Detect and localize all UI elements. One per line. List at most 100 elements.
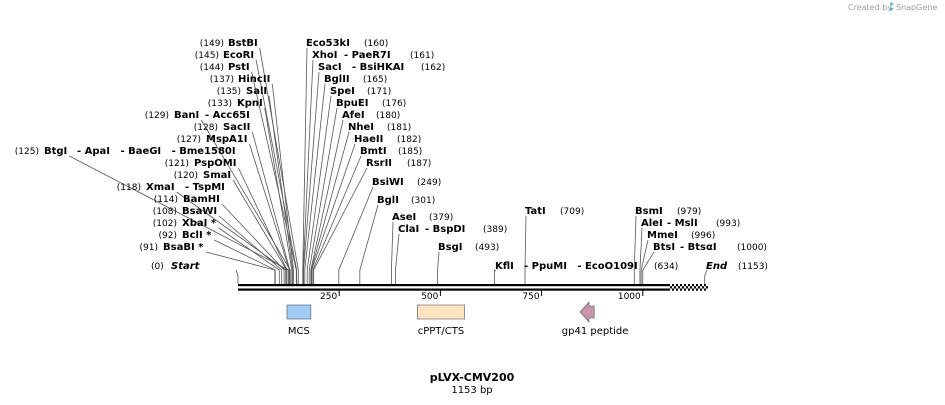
site-label[interactable]: (91) BsaBI * bbox=[140, 242, 205, 253]
site-connector bbox=[312, 155, 362, 284]
svg-text:BpuEI: BpuEI bbox=[336, 98, 368, 109]
svg-text:BanI: BanI bbox=[174, 110, 199, 121]
svg-text:(125): (125) bbox=[15, 147, 39, 157]
site-label[interactable]: SacI - BsiHKAI (162) bbox=[318, 62, 445, 73]
site-label[interactable]: (149) BstBI bbox=[200, 38, 258, 49]
site-label[interactable]: SpeI (171) bbox=[330, 86, 391, 97]
site-label[interactable]: (118) XmaI - TspMI bbox=[117, 182, 225, 193]
site-label[interactable]: HaeII (182) bbox=[354, 134, 421, 145]
site-label[interactable]: Eco53kI (160) bbox=[306, 38, 388, 49]
site-connector bbox=[639, 227, 643, 284]
svg-text:BtsI: BtsI bbox=[653, 242, 675, 253]
svg-text:BsaBI *: BsaBI * bbox=[163, 242, 204, 253]
site-label[interactable]: (102) XbaI * bbox=[153, 218, 217, 229]
site-label[interactable]: (121) PspOMI bbox=[165, 158, 237, 169]
svg-text:SpeI: SpeI bbox=[330, 86, 355, 97]
svg-text:(160): (160) bbox=[364, 39, 388, 49]
site-label[interactable]: (129) BanI - Acc65I bbox=[145, 110, 250, 121]
site-label[interactable]: RsrII (187) bbox=[366, 158, 431, 169]
site-label[interactable]: MmeI (996) bbox=[647, 230, 715, 241]
svg-text:(137): (137) bbox=[210, 75, 234, 85]
site-label[interactable]: AseI (379) bbox=[392, 212, 453, 223]
site-connector bbox=[176, 191, 287, 284]
svg-text:BsgI: BsgI bbox=[438, 242, 462, 253]
svg-text:(135): (135) bbox=[217, 87, 241, 97]
svg-text:(709): (709) bbox=[560, 207, 584, 217]
site-connector bbox=[633, 215, 637, 284]
feature-gp41-peptide[interactable]: gp41 peptide bbox=[562, 301, 629, 337]
site-label[interactable]: AfeI (180) bbox=[342, 110, 400, 121]
svg-text:(185): (185) bbox=[398, 147, 422, 157]
site-label[interactable]: BtsI - BtsαI (1000) bbox=[653, 242, 767, 253]
svg-text:(91): (91) bbox=[140, 243, 158, 253]
svg-text:(993): (993) bbox=[716, 219, 740, 229]
ruler-tick-label: 750 bbox=[522, 292, 539, 302]
site-label[interactable]: (128) SacII bbox=[194, 122, 251, 133]
site-label[interactable]: BsiWI (249) bbox=[372, 177, 441, 188]
site-label[interactable]: (108) BsaWI bbox=[153, 206, 217, 217]
plasmid-name: pLVX-CMV200 bbox=[430, 371, 515, 384]
svg-text:- ApaI - BaeGI - Bme1580I: - ApaI - BaeGI - Bme1580I bbox=[77, 146, 236, 157]
svg-text:gp41 peptide: gp41 peptide bbox=[562, 326, 629, 337]
ruler-tick-label: 250 bbox=[320, 292, 337, 302]
site-label[interactable]: BsgI (493) bbox=[438, 242, 499, 253]
svg-text:cPPT/CTS: cPPT/CTS bbox=[418, 326, 464, 337]
svg-text:(108): (108) bbox=[153, 207, 177, 217]
site-label[interactable]: (133) KpnI bbox=[208, 98, 263, 109]
svg-text:Eco53kI: Eco53kI bbox=[306, 38, 350, 49]
site-label[interactable]: BglII (165) bbox=[324, 74, 387, 85]
svg-text:EcoRI: EcoRI bbox=[223, 50, 254, 61]
ruler: 250 500 750 1000 bbox=[320, 290, 644, 302]
site-connector bbox=[271, 83, 294, 284]
site-label[interactable]: XhoI - PaeR7I (161) bbox=[312, 50, 434, 61]
svg-text:- PaeR7I: - PaeR7I bbox=[344, 50, 391, 61]
site-label[interactable]: AleI - MslI (993) bbox=[641, 218, 740, 229]
svg-text:KflI: KflI bbox=[495, 261, 514, 272]
svg-text:End: End bbox=[706, 261, 728, 272]
site-label[interactable]: (135) SalI bbox=[217, 86, 267, 97]
site-label[interactable]: (145) EcoRI bbox=[195, 50, 254, 61]
ruler-tick-label: 500 bbox=[421, 292, 438, 302]
site-label[interactable]: TatI (709) bbox=[525, 206, 584, 217]
svg-text:(1153): (1153) bbox=[738, 262, 768, 272]
site-connector bbox=[313, 167, 368, 284]
site-label[interactable]: NheI (181) bbox=[348, 122, 411, 133]
svg-text:- BspDI: - BspDI bbox=[425, 224, 465, 235]
end-connector bbox=[235, 269, 239, 284]
svg-text:XmaI: XmaI bbox=[146, 182, 175, 193]
site-label[interactable]: (92) BclI * bbox=[159, 230, 213, 241]
svg-text:Start: Start bbox=[171, 261, 201, 272]
site-connector bbox=[251, 131, 291, 284]
site-label[interactable]: (125) BtgI - ApaI - BaeGI - Bme1580I bbox=[15, 146, 236, 157]
svg-text:(996): (996) bbox=[691, 231, 715, 241]
site-label[interactable]: (144) PstI bbox=[200, 62, 250, 73]
feature-mcs[interactable]: MCS bbox=[286, 304, 312, 337]
svg-text:(162): (162) bbox=[421, 63, 445, 73]
site-connector bbox=[304, 83, 326, 284]
site-label[interactable]: BpuEI (176) bbox=[336, 98, 406, 109]
site-connector bbox=[524, 215, 527, 284]
site-label[interactable]: BsmI (979) bbox=[635, 206, 701, 217]
site-label[interactable]: (114) BamHI bbox=[154, 194, 220, 205]
sequence-backbone[interactable] bbox=[238, 284, 708, 291]
site-label[interactable]: ClaI - BspDI (389) bbox=[398, 224, 507, 235]
svg-text:(118): (118) bbox=[117, 183, 141, 193]
svg-text:SmaI: SmaI bbox=[203, 170, 231, 181]
site-label[interactable]: KflI - PpuMI - EcoO109I (634) bbox=[495, 261, 678, 272]
svg-text:HincII: HincII bbox=[238, 74, 270, 85]
svg-text:BglII: BglII bbox=[324, 74, 350, 85]
svg-text:XhoI: XhoI bbox=[312, 50, 337, 61]
svg-text:BsmI: BsmI bbox=[635, 206, 663, 217]
site-label[interactable]: (127) MspA1I bbox=[177, 134, 248, 145]
site-label[interactable]: BglI (301) bbox=[377, 195, 435, 206]
site-label[interactable]: BmtI (185) bbox=[360, 146, 422, 157]
svg-text:(161): (161) bbox=[410, 51, 434, 61]
svg-text:(129): (129) bbox=[145, 111, 169, 121]
svg-text:- TspMI: - TspMI bbox=[185, 182, 225, 193]
site-label[interactable]: (120) SmaI bbox=[174, 170, 231, 181]
site-label[interactable]: (137) HincII bbox=[210, 74, 271, 85]
svg-text:BsiWI: BsiWI bbox=[372, 177, 404, 188]
svg-text:(379): (379) bbox=[429, 213, 453, 223]
svg-text:(128): (128) bbox=[194, 123, 218, 133]
feature-cppt-cts[interactable]: cPPT/CTS bbox=[417, 304, 465, 337]
